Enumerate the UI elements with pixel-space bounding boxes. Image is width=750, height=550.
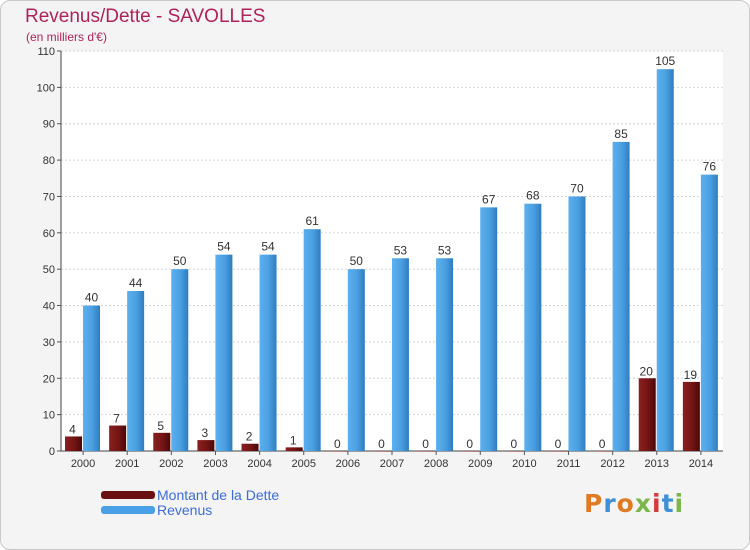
bar-revenue	[215, 254, 233, 451]
data-label-revenue: 53	[394, 243, 408, 257]
bar-revenue	[259, 254, 277, 451]
bar-debt	[197, 440, 215, 451]
x-tick-label: 2009	[468, 458, 492, 470]
data-label-revenue: 105	[655, 54, 675, 68]
y-tick-label: 80	[43, 155, 55, 167]
bar-revenue	[391, 258, 409, 451]
data-label-debt: 2	[246, 430, 253, 444]
data-label-debt: 20	[640, 364, 654, 378]
bar-revenue	[480, 207, 498, 451]
data-label-revenue: 53	[438, 243, 452, 257]
data-label-revenue: 70	[570, 181, 584, 195]
data-label-revenue: 40	[85, 291, 99, 305]
y-tick-label: 30	[43, 337, 55, 349]
x-tick-label: 2001	[115, 458, 139, 470]
bar-debt	[241, 443, 259, 451]
x-tick-label: 2014	[689, 458, 713, 470]
bar-debt	[594, 451, 612, 452]
bar-debt	[329, 451, 347, 452]
y-tick-label: 50	[43, 264, 55, 276]
data-label-debt: 0	[422, 437, 429, 451]
data-label-debt: 0	[334, 437, 341, 451]
legend-label-revenue: Revenus	[157, 501, 213, 518]
data-label-debt: 1	[290, 433, 297, 447]
bar-revenue	[347, 269, 365, 451]
data-label-debt: 4	[69, 422, 76, 436]
bar-debt	[285, 447, 303, 451]
data-label-debt: 19	[684, 368, 698, 382]
bar-revenue	[127, 291, 145, 451]
data-label-debt: 7	[113, 412, 120, 426]
bar-debt	[550, 451, 568, 452]
data-label-revenue: 61	[305, 214, 319, 228]
y-tick-label: 10	[43, 410, 55, 422]
bar-debt	[373, 451, 391, 452]
bar-revenue	[524, 203, 542, 451]
data-label-debt: 5	[157, 419, 164, 433]
x-tick-label: 2013	[645, 458, 669, 470]
data-label-debt: 0	[466, 437, 473, 451]
x-tick-label: 2005	[291, 458, 315, 470]
legend-item-debt: Montant de la Dette	[101, 486, 280, 503]
y-tick-label: 90	[43, 119, 55, 131]
bar-debt	[682, 381, 700, 451]
bar-revenue	[656, 69, 674, 451]
data-label-revenue: 44	[129, 276, 143, 290]
bar-revenue	[83, 305, 100, 451]
data-label-revenue: 50	[173, 254, 187, 268]
x-tick-label: 2003	[203, 458, 227, 470]
y-tick-label: 0	[49, 446, 55, 458]
chart-subtitle: (en milliers d'€)	[26, 30, 107, 44]
x-tick-label: 2007	[380, 458, 404, 470]
legend-label-debt: Montant de la Dette	[157, 486, 280, 503]
data-label-debt: 0	[510, 437, 517, 451]
x-tick-label: 2006	[336, 458, 360, 470]
data-label-revenue: 67	[482, 192, 496, 206]
bar-debt	[65, 436, 82, 451]
proxiti-logo: Proxiti	[584, 489, 685, 518]
x-tick-label: 2002	[159, 458, 183, 470]
data-label-debt: 0	[378, 437, 385, 451]
data-label-debt: 0	[599, 437, 606, 451]
x-tick-label: 2010	[512, 458, 536, 470]
x-tick-label: 2008	[424, 458, 448, 470]
legend-item-revenue: Revenus	[101, 501, 279, 518]
x-tick-label: 2004	[247, 458, 271, 470]
bar-debt	[638, 378, 656, 451]
x-tick-label: 2012	[600, 458, 624, 470]
legend-swatch-revenue	[101, 505, 155, 514]
bar-revenue	[612, 141, 630, 451]
data-label-revenue: 54	[261, 240, 275, 254]
chart-legend: Montant de la Dette Revenus	[101, 486, 280, 518]
bar-debt	[462, 451, 480, 452]
bar-revenue	[436, 258, 454, 451]
x-tick-label: 2000	[71, 458, 95, 470]
legend-swatch-debt	[101, 490, 155, 499]
y-tick-label: 40	[43, 301, 55, 313]
bar-revenue	[171, 269, 189, 451]
data-label-debt: 0	[555, 437, 562, 451]
chart-title: Revenus/Dette - SAVOLLES	[25, 6, 266, 27]
data-label-revenue: 76	[703, 160, 717, 174]
bar-revenue	[568, 196, 586, 451]
data-label-revenue: 54	[217, 240, 231, 254]
bar-revenue	[303, 229, 321, 451]
data-label-revenue: 85	[614, 127, 628, 141]
data-label-debt: 3	[202, 426, 209, 440]
data-label-revenue: 50	[350, 254, 364, 268]
bar-debt	[506, 451, 524, 452]
bar-debt	[418, 451, 436, 452]
bar-debt	[109, 425, 127, 451]
data-label-revenue: 68	[526, 189, 540, 203]
bar-debt	[153, 432, 171, 451]
x-tick-label: 2011	[557, 458, 581, 470]
y-tick-label: 100	[37, 82, 55, 94]
y-tick-label: 20	[43, 373, 55, 385]
y-tick-label: 110	[37, 46, 55, 58]
y-tick-label: 60	[43, 228, 55, 240]
y-tick-label: 70	[43, 191, 55, 203]
bar-revenue	[700, 174, 718, 452]
